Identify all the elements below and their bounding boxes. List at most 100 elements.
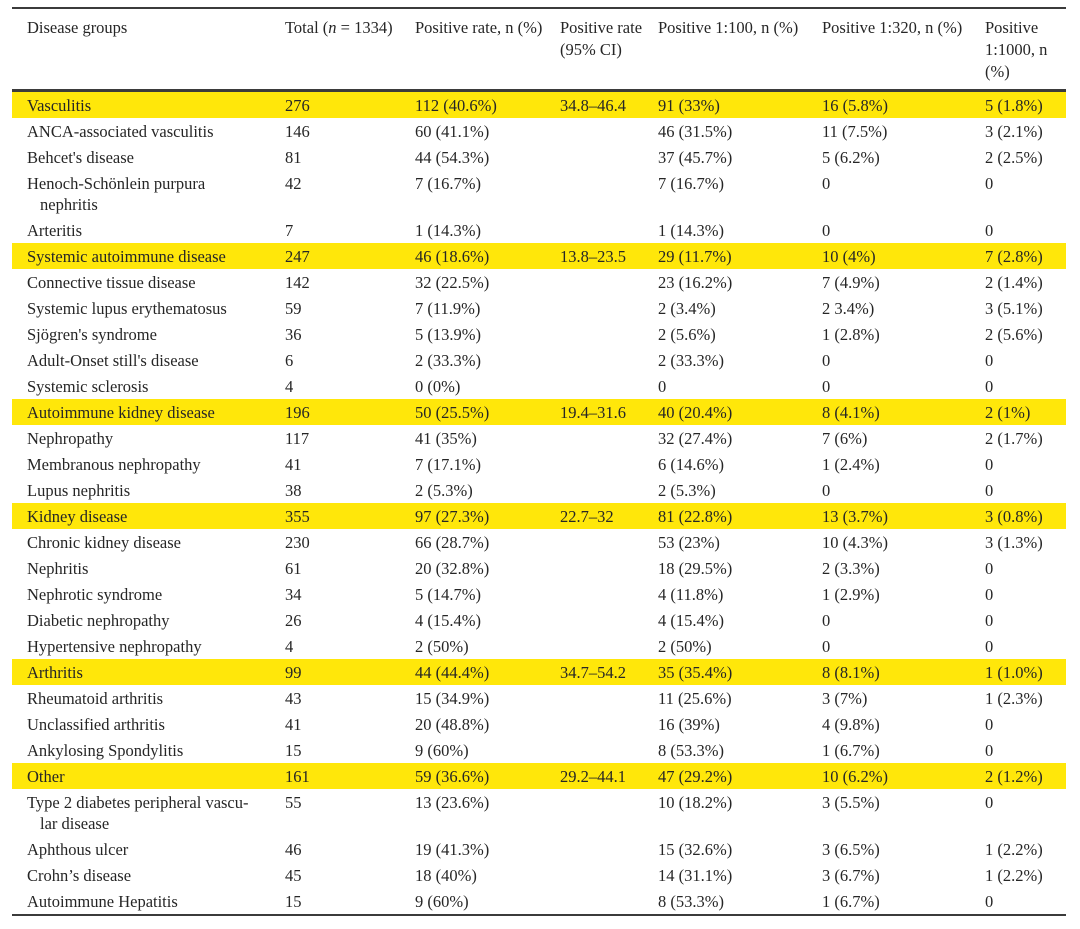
table-body: Vasculitis 276 112 (40.6%) 34.8–46.4 91 (33%… bbox=[12, 90, 1066, 916]
cell-positive-320: 2 3.4%) bbox=[822, 299, 875, 318]
cell-positive-rate-ci bbox=[560, 633, 658, 659]
cell-total: 43 bbox=[285, 689, 302, 708]
table-row: Hypertensive nephropathy 4 2 (50%) 2 (50%) 0… bbox=[12, 633, 1066, 659]
table-row-group-header: Other 161 59 (36.6%) 29.2–44.1 47 (29.2%) 10 … bbox=[12, 763, 1066, 789]
cell-disease-name: Arteritis bbox=[27, 221, 82, 240]
cell-positive-320: 1 (2.4%) bbox=[822, 455, 880, 474]
cell-total: 36 bbox=[285, 325, 302, 344]
table-row: Autoimmune Hepatitis 15 9 (60%) 8 (53.3%) 1 … bbox=[12, 888, 1066, 915]
column-header-positive-rate-ci: Positive rate (95% CI) bbox=[560, 8, 658, 92]
cell-positive-1000: 2 (1.2%) bbox=[985, 763, 1066, 789]
cell-total: 146 bbox=[285, 122, 310, 141]
cell-positive-rate-ci bbox=[560, 607, 658, 633]
cell-total: 142 bbox=[285, 273, 310, 292]
cell-positive-320: 10 (6.2%) bbox=[822, 763, 985, 789]
table-row: Henoch-Schönlein purpura nephritis 42 7 (16… bbox=[12, 170, 1066, 217]
cell-positive-1000: 3 (0.8%) bbox=[985, 503, 1066, 529]
column-header-positive-320: Positive 1:320, n (%) bbox=[822, 8, 985, 92]
table-row-group-header: Systemic autoimmune disease 247 46 (18.6%)… bbox=[12, 243, 1066, 269]
table-row: ANCA-associated vasculitis 146 60 (41.1%) 4… bbox=[12, 118, 1066, 144]
cell-positive-320: 4 (9.8%) bbox=[822, 715, 880, 734]
cell-positive-rate: 2 (33.3%) bbox=[415, 351, 481, 370]
cell-positive-rate-ci: 19.4–31.6 bbox=[560, 399, 658, 425]
table-row: Unclassified arthritis 41 20 (48.8%) 16 (39… bbox=[12, 711, 1066, 737]
column-header-positive-1000: Positive 1:1000, n (%) bbox=[985, 8, 1066, 92]
total-label-prefix: Total ( bbox=[285, 18, 329, 37]
table-row: Type 2 diabetes peripheral vascu-lar dis… bbox=[12, 789, 1066, 836]
column-header-disease-groups: Disease groups bbox=[12, 8, 285, 92]
cell-positive-rate-ci bbox=[560, 321, 658, 347]
cell-total: 6 bbox=[285, 351, 294, 370]
cell-positive-rate-ci bbox=[560, 373, 658, 399]
cell-positive-100: 2 (33.3%) bbox=[658, 351, 724, 370]
cell-total: 230 bbox=[285, 533, 310, 552]
cell-positive-rate: 60 (41.1%) bbox=[415, 122, 490, 141]
cell-disease-name: Other bbox=[12, 763, 285, 789]
cell-positive-rate-ci: 22.7–32 bbox=[560, 503, 658, 529]
cell-positive-1000: 0 bbox=[985, 715, 994, 734]
cell-positive-rate-ci: 34.8–46.4 bbox=[560, 90, 658, 118]
cell-positive-rate: 15 (34.9%) bbox=[415, 689, 490, 708]
cell-positive-100: 7 (16.7%) bbox=[658, 174, 724, 193]
cell-positive-rate-ci bbox=[560, 451, 658, 477]
cell-positive-100: 0 bbox=[658, 377, 667, 396]
cell-positive-320: 1 (6.7%) bbox=[822, 892, 880, 911]
cell-positive-rate: 0 (0%) bbox=[415, 377, 461, 396]
cell-positive-rate: 2 (5.3%) bbox=[415, 481, 473, 500]
cell-positive-rate: 41 (35%) bbox=[415, 429, 477, 448]
table-row: Nephrotic syndrome 34 5 (14.7%) 4 (11.8%) 1 … bbox=[12, 581, 1066, 607]
cell-disease-name: Autoimmune Hepatitis bbox=[27, 892, 178, 911]
cell-positive-rate: 9 (60%) bbox=[415, 892, 469, 911]
cell-positive-rate: 19 (41.3%) bbox=[415, 840, 490, 859]
cell-positive-rate: 44 (54.3%) bbox=[415, 148, 490, 167]
cell-positive-rate: 112 (40.6%) bbox=[415, 90, 560, 118]
cell-positive-rate: 20 (32.8%) bbox=[415, 559, 490, 578]
cell-positive-1000: 0 bbox=[985, 455, 994, 474]
cell-positive-1000: 3 (1.3%) bbox=[985, 533, 1043, 552]
cell-positive-rate-ci: 29.2–44.1 bbox=[560, 763, 658, 789]
cell-total: 81 bbox=[285, 148, 302, 167]
cell-positive-1000: 7 (2.8%) bbox=[985, 243, 1066, 269]
cell-positive-rate: 32 (22.5%) bbox=[415, 273, 490, 292]
cell-positive-rate: 2 (50%) bbox=[415, 637, 469, 656]
cell-total: 38 bbox=[285, 481, 302, 500]
cell-disease-name: Aphthous ulcer bbox=[27, 840, 129, 859]
cell-positive-320: 8 (4.1%) bbox=[822, 399, 985, 425]
cell-total: 7 bbox=[285, 221, 294, 240]
cell-positive-100: 15 (32.6%) bbox=[658, 840, 733, 859]
cell-positive-320: 10 (4%) bbox=[822, 243, 985, 269]
cell-positive-rate: 7 (16.7%) bbox=[415, 174, 481, 193]
cell-total: 45 bbox=[285, 866, 302, 885]
cell-positive-rate-ci bbox=[560, 347, 658, 373]
cell-positive-1000: 0 bbox=[985, 351, 994, 370]
cell-positive-100: 1 (14.3%) bbox=[658, 221, 724, 240]
cell-positive-100: 4 (11.8%) bbox=[658, 585, 724, 604]
cell-disease-name: Systemic autoimmune disease bbox=[12, 243, 285, 269]
cell-positive-100: 47 (29.2%) bbox=[658, 763, 822, 789]
total-label-n: n bbox=[328, 18, 337, 37]
cell-positive-rate-ci bbox=[560, 295, 658, 321]
table-header-row: Disease groups Total (n = 1334) Positive… bbox=[12, 8, 1066, 92]
cell-positive-rate-ci bbox=[560, 555, 658, 581]
cell-total: 161 bbox=[285, 763, 415, 789]
table-row: Ankylosing Spondylitis 15 9 (60%) 8 (53.3%)… bbox=[12, 737, 1066, 763]
cell-positive-rate-ci bbox=[560, 862, 658, 888]
cell-positive-320: 7 (4.9%) bbox=[822, 273, 880, 292]
table-row-group-header: Autoimmune kidney disease 196 50 (25.5%) 19… bbox=[12, 399, 1066, 425]
cell-positive-320: 3 (6.7%) bbox=[822, 866, 880, 885]
table-row: Chronic kidney disease 230 66 (28.7%) 53 (2… bbox=[12, 529, 1066, 555]
cell-total: 99 bbox=[285, 659, 415, 685]
cell-total: 4 bbox=[285, 377, 294, 396]
cell-disease-name: Membranous nephropathy bbox=[27, 455, 201, 474]
cell-positive-1000: 0 bbox=[985, 892, 994, 911]
table-row: Lupus nephritis 38 2 (5.3%) 2 (5.3%) 0 0 bbox=[12, 477, 1066, 503]
cell-total: 4 bbox=[285, 637, 294, 656]
cell-positive-1000: 3 (5.1%) bbox=[985, 299, 1043, 318]
cell-positive-rate: 13 (23.6%) bbox=[415, 793, 490, 812]
cell-disease-name: Rheumatoid arthritis bbox=[27, 689, 164, 708]
cell-positive-rate-ci bbox=[560, 529, 658, 555]
cell-positive-100: 2 (3.4%) bbox=[658, 299, 716, 318]
cell-total: 46 bbox=[285, 840, 302, 859]
cell-positive-100: 37 (45.7%) bbox=[658, 148, 733, 167]
cell-positive-100: 91 (33%) bbox=[658, 90, 822, 118]
